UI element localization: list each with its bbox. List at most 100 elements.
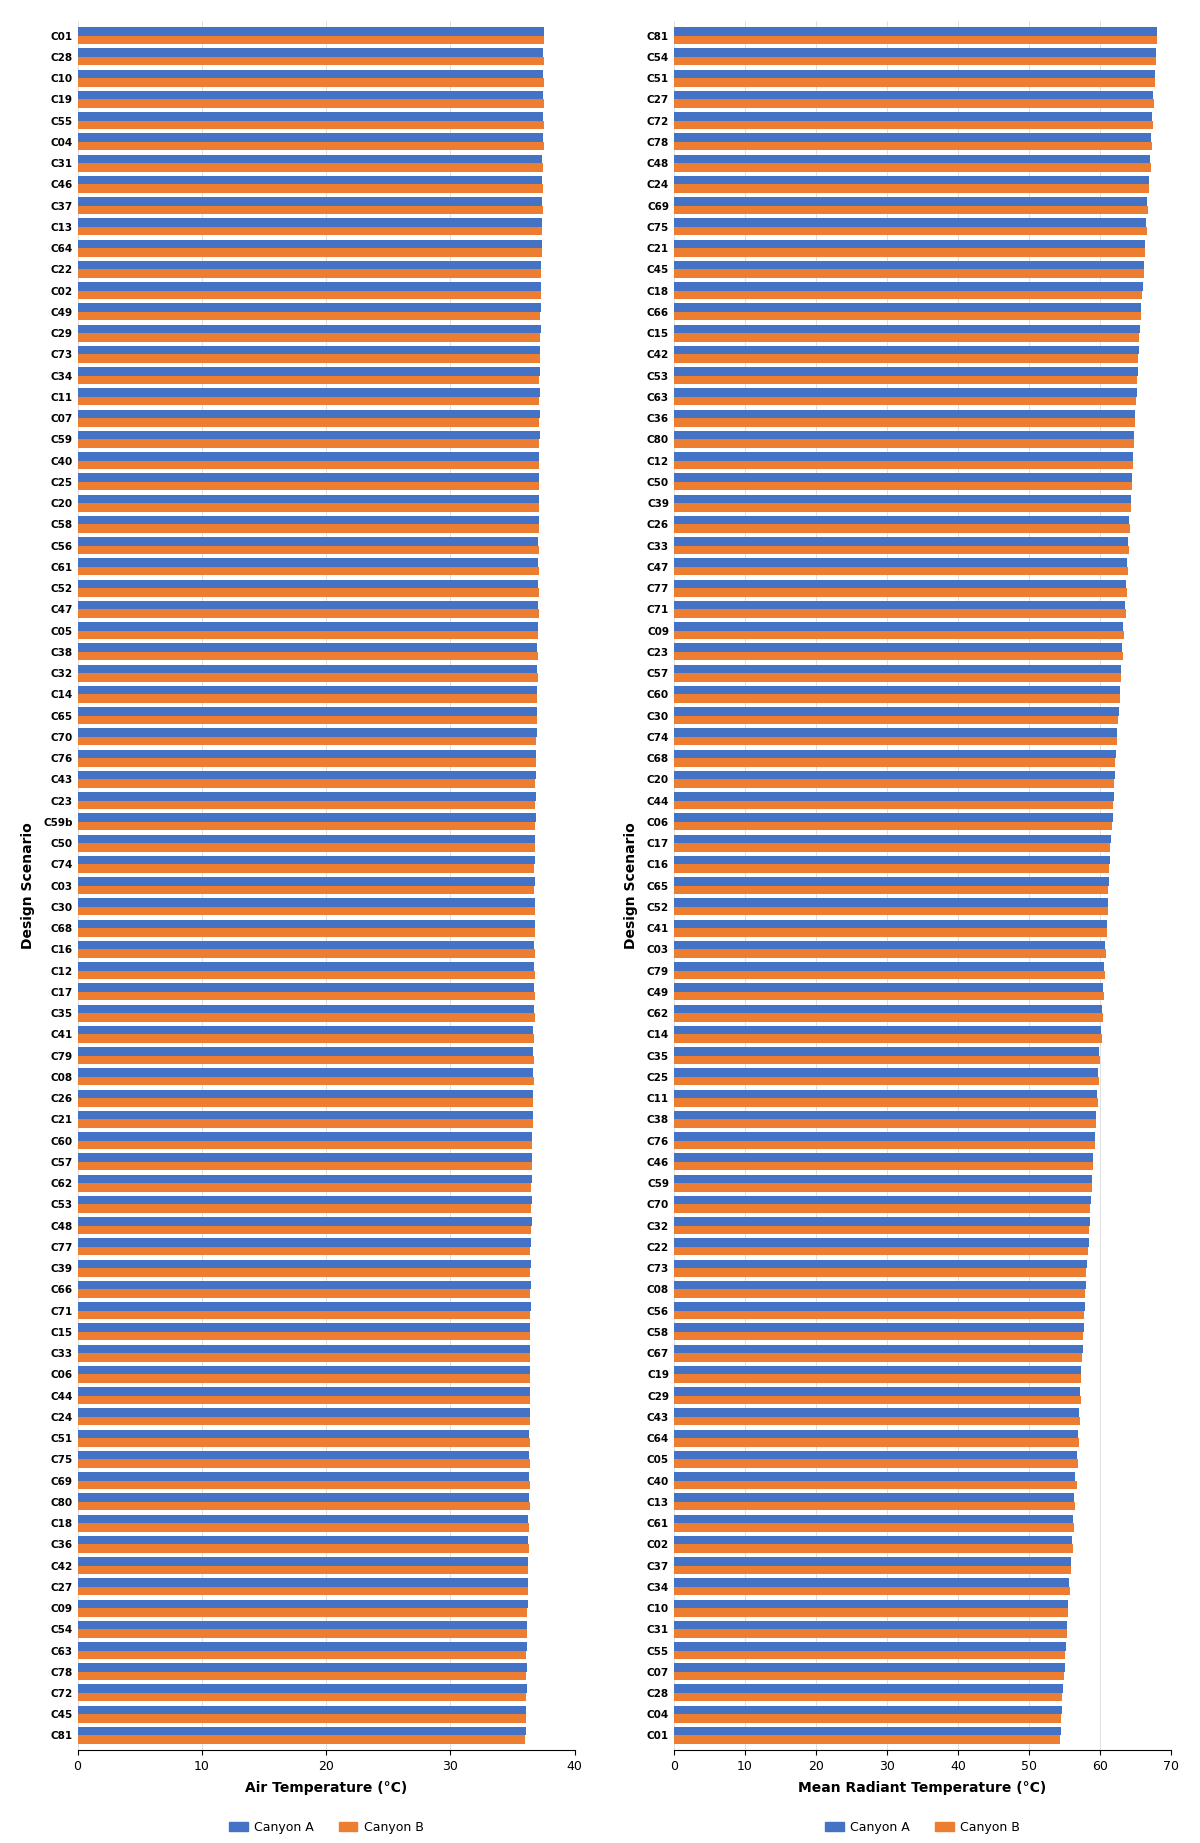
Bar	[674, 601, 1124, 610]
Bar	[78, 240, 541, 249]
Bar	[674, 686, 1120, 695]
Bar	[78, 1714, 526, 1723]
Bar	[674, 1607, 1068, 1616]
Bar	[78, 686, 536, 695]
Bar	[78, 1417, 530, 1425]
Bar	[674, 728, 1117, 737]
Bar	[78, 770, 536, 780]
Bar	[78, 558, 539, 568]
Bar	[674, 929, 1106, 936]
Bar	[78, 1047, 533, 1056]
Bar	[78, 227, 542, 236]
Bar	[674, 1388, 1080, 1395]
Bar	[78, 728, 536, 737]
Bar	[78, 1076, 534, 1086]
Bar	[78, 1098, 534, 1106]
Bar	[78, 1685, 527, 1694]
Bar	[674, 346, 1139, 354]
Bar	[78, 920, 534, 929]
Bar	[78, 1119, 533, 1128]
Bar	[78, 1310, 530, 1320]
Bar	[674, 206, 1148, 214]
Bar	[674, 835, 1111, 842]
Bar	[78, 737, 536, 745]
Bar	[674, 1076, 1099, 1086]
Bar	[78, 324, 541, 334]
Bar	[674, 1493, 1074, 1502]
Bar	[674, 396, 1135, 405]
Bar	[674, 1332, 1084, 1340]
Bar	[78, 1587, 528, 1596]
Bar	[78, 1450, 529, 1460]
Bar	[674, 57, 1156, 66]
Bar	[674, 623, 1123, 630]
Bar	[674, 822, 1111, 831]
Bar	[78, 1290, 530, 1297]
Bar	[78, 1089, 533, 1098]
Bar	[78, 112, 542, 120]
Bar	[674, 1323, 1084, 1332]
Bar	[78, 673, 538, 682]
Bar	[78, 175, 542, 184]
Bar	[674, 737, 1117, 745]
Bar	[78, 1056, 534, 1063]
Bar	[674, 1034, 1102, 1043]
Bar	[674, 133, 1151, 142]
Bar	[78, 1694, 526, 1701]
Bar	[78, 822, 535, 831]
Bar	[674, 1450, 1076, 1460]
Bar	[674, 227, 1147, 236]
Bar	[78, 652, 538, 660]
Bar	[674, 1056, 1100, 1063]
Bar	[78, 665, 538, 673]
Bar	[674, 1111, 1096, 1119]
Bar	[78, 334, 540, 341]
Bar	[78, 601, 538, 610]
Bar	[674, 334, 1139, 341]
Bar	[674, 920, 1106, 929]
Bar	[78, 610, 539, 617]
Bar	[674, 184, 1150, 194]
Legend: Canyon A, Canyon B: Canyon A, Canyon B	[821, 1815, 1025, 1839]
Bar	[674, 1248, 1087, 1255]
Bar	[78, 643, 538, 652]
Bar	[78, 439, 539, 448]
Bar	[78, 886, 534, 894]
Bar	[674, 588, 1127, 597]
Bar	[674, 494, 1130, 503]
Bar	[674, 1290, 1085, 1297]
Bar	[78, 835, 535, 842]
Bar	[674, 1353, 1082, 1362]
Bar	[78, 588, 539, 597]
Bar	[674, 1183, 1092, 1192]
Bar	[78, 1196, 532, 1203]
Bar	[78, 1345, 530, 1353]
Bar	[674, 311, 1141, 321]
Bar	[78, 546, 539, 555]
Bar	[78, 503, 539, 512]
Bar	[674, 262, 1144, 269]
Bar	[78, 494, 539, 503]
Bar	[78, 792, 536, 800]
Bar	[78, 1460, 530, 1467]
Bar	[674, 886, 1109, 894]
Bar	[78, 120, 544, 129]
Bar	[78, 1301, 530, 1310]
Bar	[674, 1707, 1062, 1714]
Bar	[674, 1651, 1066, 1659]
Bar	[78, 1014, 534, 1021]
X-axis label: Air Temperature (°C): Air Temperature (°C)	[245, 1782, 407, 1795]
Bar	[78, 800, 535, 809]
Bar	[78, 1535, 528, 1544]
Bar	[674, 643, 1122, 652]
Bar	[674, 1281, 1086, 1290]
Bar	[78, 708, 536, 715]
Bar	[78, 1607, 527, 1616]
Bar	[78, 28, 544, 35]
Bar	[78, 269, 541, 278]
X-axis label: Mean Radiant Temperature (°C): Mean Radiant Temperature (°C)	[798, 1782, 1046, 1795]
Bar	[674, 581, 1126, 588]
Bar	[78, 992, 535, 1001]
Bar	[674, 1672, 1063, 1681]
Bar	[78, 940, 534, 949]
